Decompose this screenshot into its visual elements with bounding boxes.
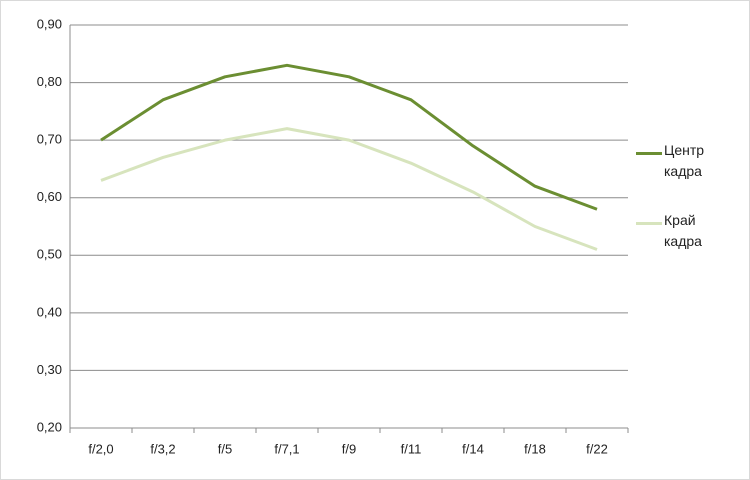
x-tick-label: f/18 <box>524 441 546 456</box>
data-line <box>100 63 598 211</box>
legend: Центр кадра Край кадра <box>636 140 736 280</box>
x-tick-label: f/3,2 <box>150 441 175 456</box>
y-tick-label: 0,40 <box>37 304 62 319</box>
legend-swatch <box>636 152 662 155</box>
x-tick-label: f/5 <box>218 441 232 456</box>
legend-item: Центр кадра <box>636 140 736 210</box>
x-tick-label: f/9 <box>342 441 356 456</box>
y-tick-label: 0,80 <box>37 74 62 89</box>
legend-label: Край кадра <box>664 212 702 249</box>
x-tick-label: f/7,1 <box>274 441 299 456</box>
x-tick-label: f/22 <box>586 441 608 456</box>
x-tick-label: f/2,0 <box>88 441 113 456</box>
legend-item: Край кадра <box>636 210 736 280</box>
x-tick-label: f/14 <box>462 441 484 456</box>
y-tick-label: 0,50 <box>37 247 62 262</box>
y-tick-label: 0,70 <box>37 132 62 147</box>
y-tick-label: 0,90 <box>37 16 62 31</box>
x-tick-label: f/11 <box>401 441 422 456</box>
y-tick-label: 0,20 <box>37 419 62 434</box>
data-line <box>100 127 598 251</box>
legend-swatch <box>636 222 662 225</box>
legend-label: Центр кадра <box>664 142 705 179</box>
y-tick-label: 0,30 <box>37 362 62 377</box>
y-tick-label: 0,60 <box>37 189 62 204</box>
